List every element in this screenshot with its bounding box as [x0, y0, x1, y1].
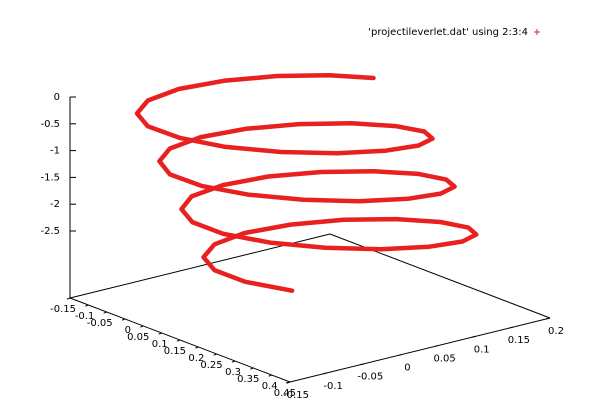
trajectory	[134, 72, 479, 293]
x-tick	[231, 360, 236, 363]
y-tick	[545, 317, 551, 320]
x-tick-label: -0.1	[75, 311, 95, 322]
base-edge	[289, 317, 551, 383]
x-tick	[85, 304, 89, 307]
y-tick-label: 0.15	[508, 335, 530, 346]
x-tick	[250, 367, 254, 370]
x-tick-label: 0.05	[127, 332, 149, 343]
z-tick-label: 0	[54, 92, 60, 103]
x-tick-label: 0.15	[164, 346, 186, 357]
x-tick-label: -0.15	[50, 304, 76, 315]
y-tick-label: -0.1	[323, 381, 343, 392]
x-tick-label: -0.05	[87, 318, 113, 329]
x-tick-label: 0.25	[200, 360, 222, 371]
x-tick-label: 0.45	[274, 388, 296, 399]
x-tick	[103, 311, 107, 314]
y-tick-label: 0	[404, 363, 410, 374]
x-tick	[176, 339, 181, 342]
y-tick-label: -0.15	[283, 390, 309, 401]
z-tick-label: -1	[50, 146, 60, 157]
x-tick	[213, 353, 217, 356]
y-tick	[471, 335, 476, 338]
y-tick-label: 0.1	[474, 344, 490, 355]
x-tick-label: 0.4	[262, 381, 278, 392]
x-tick	[66, 297, 71, 300]
y-tick	[360, 363, 365, 366]
y-tick	[285, 381, 291, 384]
x-tick	[121, 318, 126, 321]
y-tick	[434, 344, 439, 347]
x-tick	[158, 332, 162, 335]
x-tick	[195, 346, 199, 349]
legend-label: 'projectileverlet.dat' using 2:3:4	[368, 27, 528, 38]
x-tick-label: 0	[125, 325, 131, 336]
x-tick-label: 0.35	[237, 374, 259, 385]
y-tick	[323, 372, 328, 375]
x-tick-label: 0.3	[225, 367, 241, 378]
z-tick-label: -2.5	[40, 226, 60, 237]
y-tick	[508, 326, 513, 329]
x-tick-label: 0.1	[152, 339, 168, 350]
z-tick-label: -2	[50, 199, 60, 210]
x-tick	[140, 325, 144, 328]
y-tick-label: 0.2	[548, 326, 564, 337]
y-tick-label: -0.05	[357, 372, 383, 383]
z-tick-label: -1.5	[40, 172, 60, 183]
y-tick-label: 0.05	[433, 353, 455, 364]
y-tick	[397, 354, 402, 357]
x-tick	[268, 374, 272, 377]
x-tick-label: 0.2	[188, 353, 204, 364]
z-tick-label: -0.5	[40, 119, 60, 130]
